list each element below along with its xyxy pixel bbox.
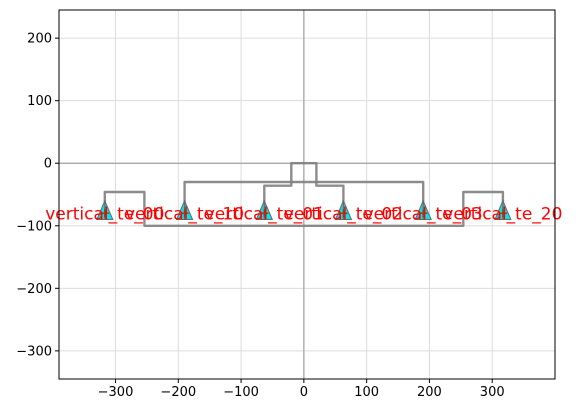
y-tick-label: −100 — [16, 219, 52, 234]
y-tick-label: 100 — [27, 94, 52, 109]
x-tick-label: 0 — [300, 385, 308, 400]
route-path — [183, 180, 425, 214]
x-tick-label: −300 — [98, 385, 134, 400]
grid — [59, 10, 555, 379]
port-label: vertical_te_03 — [364, 204, 483, 224]
y-tick-label: −300 — [16, 344, 52, 359]
plot-frame — [58, 9, 556, 380]
waveguide-routes — [103, 162, 505, 227]
zero-axis-lines — [59, 10, 555, 379]
ticks: −300 −200 −100 0 100 200 300 200 100 0 −100 −200 −30… — [16, 32, 504, 400]
port-label: vertical_te_10 — [125, 204, 244, 224]
port-label: vertical_te_01 — [205, 204, 324, 224]
y-tick-label: −200 — [16, 282, 52, 297]
x-tick-label: −200 — [160, 385, 196, 400]
route-path — [103, 190, 505, 227]
route-path — [263, 162, 345, 214]
port-labels: vertical_te_00vertical_te_10vertical_te_… — [45, 204, 562, 224]
ports — [96, 199, 512, 221]
port-label: vertical_te_20 — [443, 204, 562, 224]
x-tick-label: 200 — [417, 385, 442, 400]
port-label: vertical_te_00 — [45, 204, 164, 224]
y-tick-label: 0 — [44, 157, 52, 172]
port-label: vertical_te_02 — [284, 204, 403, 224]
y-tick-label: 200 — [27, 32, 52, 47]
x-tick-label: 100 — [354, 385, 379, 400]
x-tick-label: 300 — [480, 385, 505, 400]
x-tick-label: −100 — [223, 385, 259, 400]
